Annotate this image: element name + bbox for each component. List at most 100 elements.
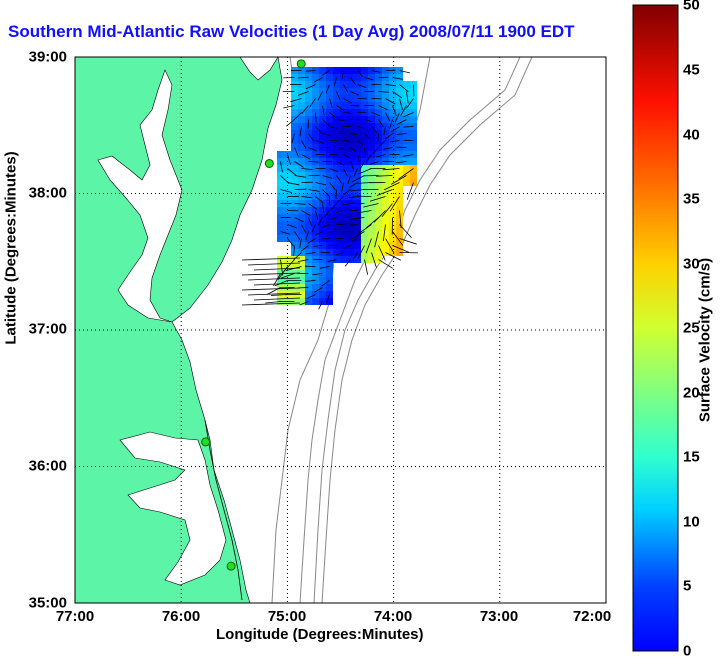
x-axis-label: Longitude (Degrees:Minutes) xyxy=(216,626,424,643)
velocity-cell xyxy=(403,165,410,172)
x-tick-label: 73:00 xyxy=(480,608,518,625)
velocity-cell xyxy=(298,102,305,109)
velocity-cell xyxy=(291,109,298,116)
velocity-cell xyxy=(277,207,284,214)
velocity-cell xyxy=(382,200,389,207)
velocity-cell xyxy=(354,144,361,151)
velocity-cell xyxy=(298,158,305,165)
velocity-cell xyxy=(368,130,375,137)
velocity-cell xyxy=(333,207,340,214)
velocity-cell xyxy=(340,200,347,207)
velocity-cell xyxy=(312,88,319,95)
velocity-cell xyxy=(361,67,368,74)
velocity-cell xyxy=(375,151,382,158)
velocity-cell xyxy=(326,256,333,263)
velocity-cell xyxy=(340,186,347,193)
velocity-cell xyxy=(340,256,347,263)
velocity-cell xyxy=(312,242,319,249)
velocity-cell xyxy=(361,151,368,158)
velocity-cell xyxy=(333,67,340,74)
velocity-cell xyxy=(326,116,333,123)
velocity-cell xyxy=(375,67,382,74)
y-tick-label: 39:00 xyxy=(29,49,67,66)
velocity-cell xyxy=(333,95,340,102)
velocity-cell xyxy=(319,207,326,214)
velocity-cell xyxy=(333,179,340,186)
velocity-cell xyxy=(277,179,284,186)
velocity-cell xyxy=(277,221,284,228)
velocity-cell xyxy=(354,74,361,81)
velocity-cell xyxy=(354,158,361,165)
velocity-cell xyxy=(361,123,368,130)
velocity-vector xyxy=(337,148,345,149)
colorbar xyxy=(633,5,678,651)
velocity-cell xyxy=(312,144,319,151)
velocity-cell xyxy=(403,81,410,88)
velocity-cell xyxy=(410,116,417,123)
colorbar-tick: 35 xyxy=(683,191,700,208)
velocity-cell xyxy=(312,214,319,221)
velocity-cell xyxy=(389,137,396,144)
velocity-cell xyxy=(410,144,417,151)
velocity-cell xyxy=(319,291,326,298)
velocity-cell xyxy=(410,172,417,179)
velocity-cell xyxy=(277,165,284,172)
velocity-cell xyxy=(382,228,389,235)
velocity-cell xyxy=(340,102,347,109)
velocity-cell xyxy=(354,214,361,221)
velocity-cell xyxy=(347,109,354,116)
velocity-cell xyxy=(312,186,319,193)
velocity-cell xyxy=(396,130,403,137)
velocity-cell xyxy=(305,95,312,102)
velocity-cell xyxy=(319,263,326,270)
colorbar-tick: 5 xyxy=(683,578,691,595)
velocity-cell xyxy=(298,256,305,263)
velocity-cell xyxy=(312,270,319,277)
colorbar-label: Surface Velocity (cm/s) xyxy=(697,258,714,422)
velocity-cell xyxy=(410,130,417,137)
velocity-cell xyxy=(312,130,319,137)
colorbar-tick: 10 xyxy=(683,514,700,531)
x-tick-label: 72:00 xyxy=(573,608,611,625)
velocity-cell xyxy=(389,81,396,88)
velocity-cell xyxy=(396,186,403,193)
velocity-vector xyxy=(350,225,357,226)
velocity-cell xyxy=(410,158,417,165)
velocity-cell xyxy=(319,81,326,88)
velocity-cell xyxy=(298,242,305,249)
velocity-cell xyxy=(403,95,410,102)
velocity-cell xyxy=(375,123,382,130)
velocity-cell xyxy=(333,109,340,116)
velocity-cell xyxy=(410,102,417,109)
velocity-cell xyxy=(312,200,319,207)
velocity-cell xyxy=(333,123,340,130)
velocity-cell xyxy=(326,186,333,193)
velocity-cell xyxy=(396,88,403,95)
y-axis-label: Latitude (Degrees:Minutes) xyxy=(3,151,20,344)
velocity-cell xyxy=(326,270,333,277)
station-marker xyxy=(265,159,273,167)
velocity-cell xyxy=(403,179,410,186)
x-tick-label: 76:00 xyxy=(162,608,200,625)
velocity-cell xyxy=(354,242,361,249)
velocity-cell xyxy=(305,165,312,172)
velocity-cell xyxy=(389,235,396,242)
velocity-cell xyxy=(326,284,333,291)
x-tick-label: 75:00 xyxy=(268,608,306,625)
velocity-cell xyxy=(305,137,312,144)
y-tick-label: 38:00 xyxy=(29,185,67,202)
velocity-cell xyxy=(347,67,354,74)
velocity-cell xyxy=(312,298,319,305)
velocity-cell xyxy=(319,193,326,200)
velocity-cell xyxy=(396,228,403,235)
velocity-cell xyxy=(347,81,354,88)
velocity-cell xyxy=(375,207,382,214)
velocity-cell xyxy=(305,249,312,256)
velocity-cell xyxy=(368,228,375,235)
velocity-cell xyxy=(368,214,375,221)
velocity-cell xyxy=(305,193,312,200)
colorbar-tick: 0 xyxy=(683,643,691,660)
velocity-cell xyxy=(354,88,361,95)
velocity-cell xyxy=(382,144,389,151)
